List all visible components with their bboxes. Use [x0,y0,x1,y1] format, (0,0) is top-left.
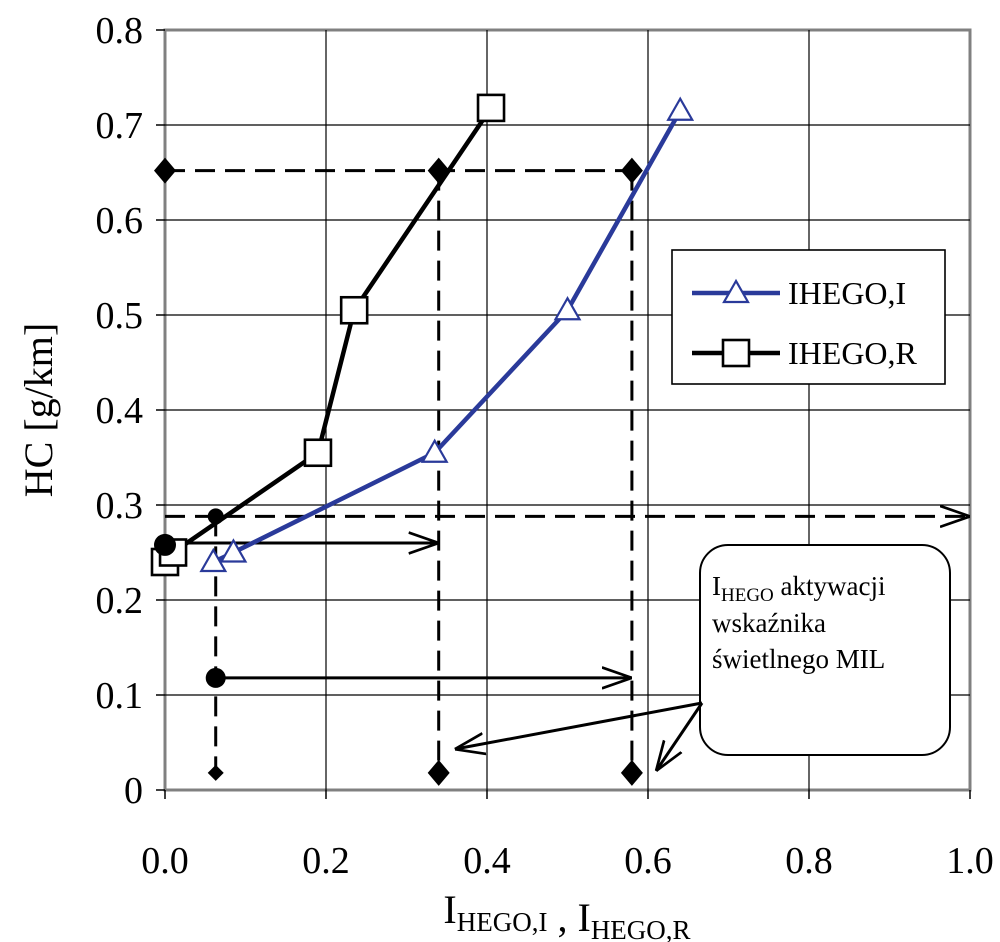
diamond-marker [427,157,450,184]
y-tick-label: 0.8 [96,10,144,52]
x-tick-label: 0.6 [624,840,672,882]
triangle-point [666,96,695,121]
triangle-point [219,538,248,563]
circle-marker [207,508,224,525]
legend-marker [722,278,750,304]
triangle-point [199,547,228,573]
diamond-marker [207,764,224,781]
y-tick-label: 0.6 [96,200,144,242]
x-axis-label: IHEGO,I , IHEGO,R [443,887,690,942]
x-tick-label: 0.8 [785,840,833,882]
square-point [339,295,369,325]
triangle-point [420,438,449,463]
reference-markers [154,157,643,786]
y-axis-label: HC [g/km] [16,323,61,497]
x-tick-label: 0.0 [141,840,189,882]
circle-marker [205,667,226,688]
square-point [303,438,333,468]
y-axis-ticks: 0 0.1 0.2 0.3 0.4 0.5 0.6 0.7 0.8 [96,10,165,812]
diamond-marker [427,759,450,786]
annotation-arrows [455,701,704,771]
y-tick-label: 0.2 [96,580,144,622]
legend-marker [721,338,751,368]
y-tick-label: 0 [124,770,143,812]
diamond-marker [154,157,176,184]
y-tick-label: 0.4 [96,390,144,432]
annotation-box [699,544,951,756]
diamond-marker [620,157,643,184]
y-tick-label: 0.7 [96,105,144,147]
triangle-point [553,296,582,321]
square-point [476,93,506,123]
legend-label: IHEGO,R [788,335,918,371]
annotation-arrow [455,701,703,749]
series-layer [150,93,695,577]
y-tick-label: 0.1 [96,675,144,717]
x-tick-label: 1.0 [946,840,994,882]
circle-marker [154,533,176,556]
y-tick-label: 0.5 [96,295,144,337]
y-tick-label: 0.3 [96,485,144,527]
x-tick-label: 0.2 [302,840,350,882]
legend-box [671,249,946,385]
legend-label: IHEGO,I [788,275,906,311]
legend: IHEGO,I IHEGO,R [671,249,946,385]
x-axis-ticks: 0.0 0.2 0.4 0.6 0.8 1.0 [141,790,994,882]
diamond-marker [620,759,643,786]
annotation-arrow [656,702,704,771]
annotation-text: IHEGO aktywacji wskaźnika świetlnego MIL [712,571,886,674]
annotation-callout: IHEGO aktywacji wskaźnika świetlnego MIL [455,544,951,771]
x-tick-label: 0.4 [463,840,511,882]
reference-lines [165,169,970,773]
